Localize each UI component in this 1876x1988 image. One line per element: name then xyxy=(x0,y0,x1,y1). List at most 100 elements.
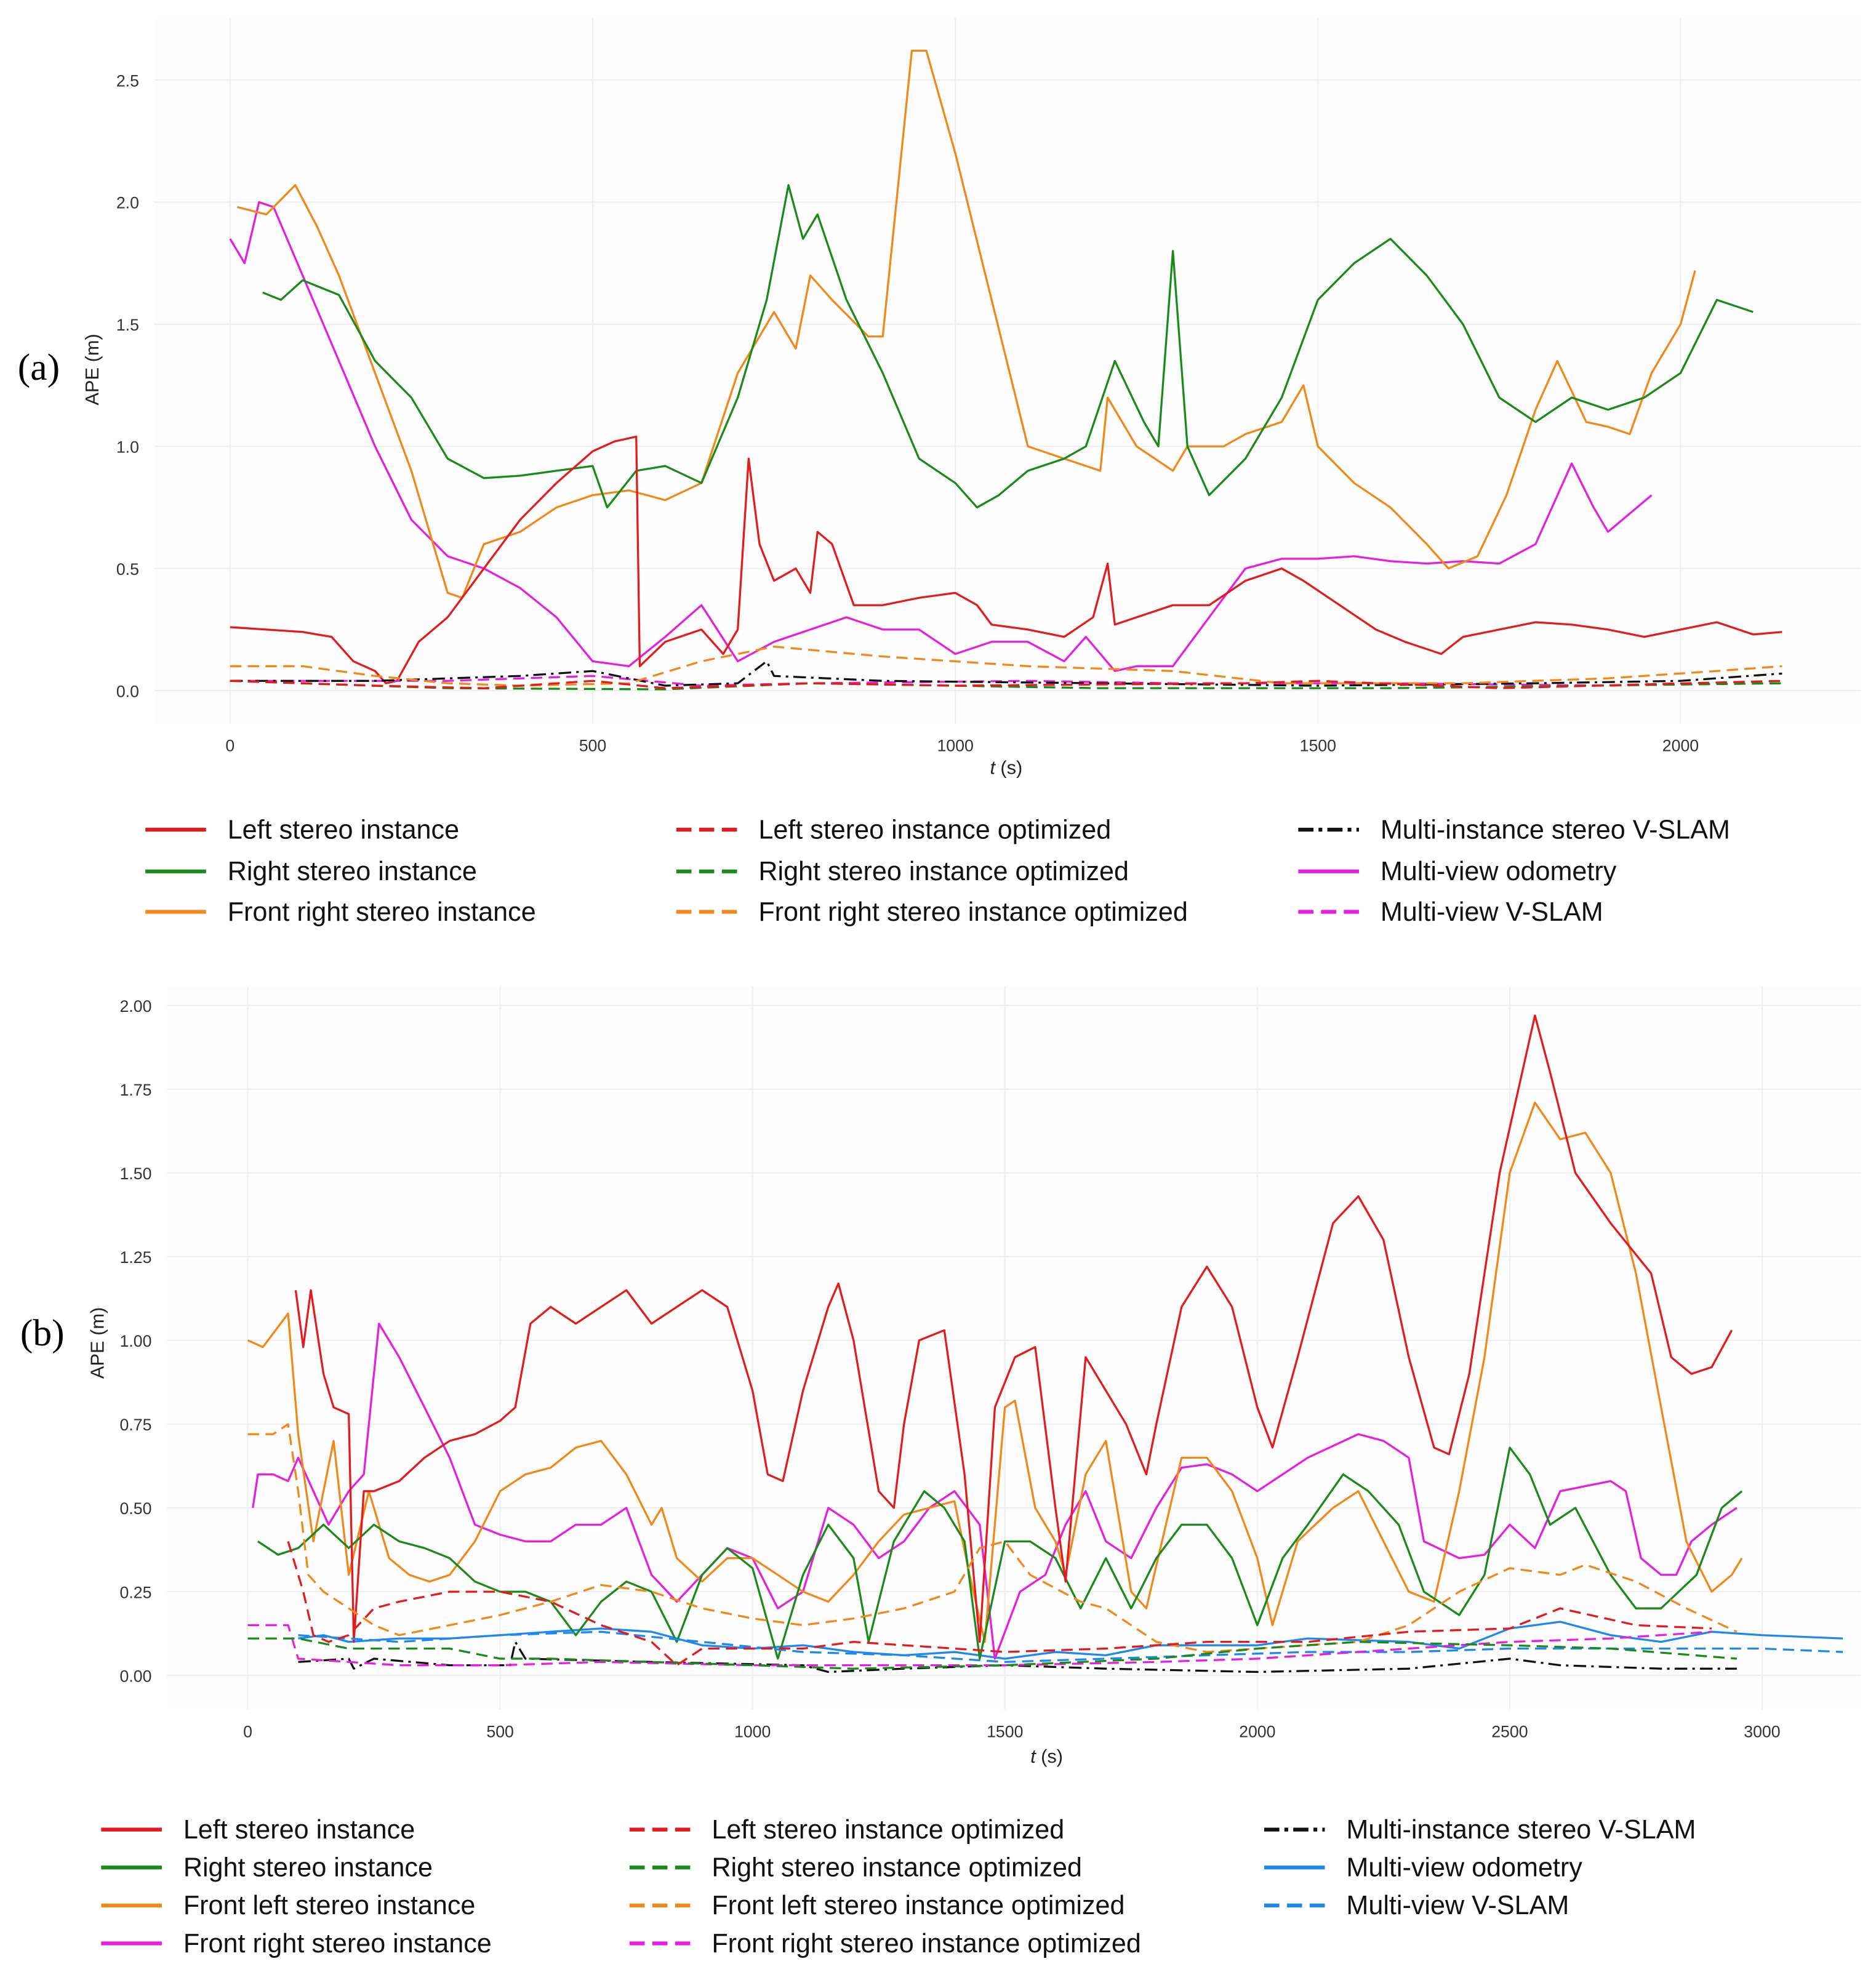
legend-item: Right stereo instance optimized xyxy=(629,1853,1082,1883)
legend-item: Front left stereo instance optimized xyxy=(629,1891,1125,1920)
legend-item: Front left stereo instance xyxy=(101,1891,475,1920)
x-axis-label: t (s) xyxy=(990,757,1023,779)
y-tick-label: 1.50 xyxy=(120,1164,152,1183)
legend-item: Multi-instance stereo V-SLAM xyxy=(1264,1815,1696,1845)
y-tick-label: 2.5 xyxy=(116,71,139,90)
legend-label: Left stereo instance optimized xyxy=(712,1815,1064,1845)
y-tick-label: 0.25 xyxy=(120,1583,152,1601)
y-axis-label: APE (m) xyxy=(86,1307,108,1379)
series-line-right-stereo-instance xyxy=(262,184,1754,509)
legend-item: Right stereo instance optimized xyxy=(676,857,1129,886)
chart-panel-1: 0 500 1000 1500 2000 0.0 0.5 1.0 1.5 2.0 2.5 (a) APE… xyxy=(18,18,1861,927)
legend-label: Front left stereo instance optimized xyxy=(712,1891,1124,1920)
legend-item: Front right stereo instance xyxy=(145,897,536,927)
plot-area xyxy=(167,986,1861,1710)
legend-label: Left stereo instance xyxy=(183,1815,415,1845)
x-tick-label: 1500 xyxy=(987,1723,1023,1741)
chart-panel-2: 0 500 1000 1500 2000 2500 3000 0.00 0.25 0.50 0.75… xyxy=(20,986,1861,1958)
legend-label: Front left stereo instance xyxy=(183,1891,476,1920)
legend-item: Right stereo instance xyxy=(145,857,477,886)
y-tick-label: 0.50 xyxy=(120,1499,152,1518)
x-axis-label-unit: (s) xyxy=(1041,1746,1063,1767)
y-tick-label: 1.5 xyxy=(116,316,139,334)
x-tick-label: 0 xyxy=(243,1723,252,1741)
series-line-front-right-stereo-instance-optimized xyxy=(247,1624,1712,1667)
legend-label: Multi-view V-SLAM xyxy=(1381,897,1603,927)
legend-label: Right stereo instance optimized xyxy=(712,1853,1082,1883)
series-line-front-right-stereo-instance xyxy=(237,49,1696,599)
series-line-multi-view-v-slam xyxy=(230,675,1681,687)
x-tick-label: 1000 xyxy=(937,737,973,755)
x-tick-label: 500 xyxy=(486,1723,514,1741)
series-line-right-stereo-instance-optimized xyxy=(247,1637,1737,1670)
panel-label: (b) xyxy=(20,1312,65,1354)
legend-label: Right stereo instance xyxy=(183,1853,433,1883)
legend-item: Multi-view V-SLAM xyxy=(1264,1891,1569,1920)
legend-item: Front right stereo instance optimized xyxy=(676,897,1188,927)
x-tick-label: 1000 xyxy=(734,1723,771,1741)
x-tick-label: 1500 xyxy=(1300,737,1336,755)
legend-item: Left stereo instance optimized xyxy=(629,1815,1064,1845)
panel-label: (a) xyxy=(18,347,60,388)
y-tick-label: 0.0 xyxy=(116,682,139,700)
y-tick-label: 2.00 xyxy=(120,997,152,1016)
x-axis-label-variable: t xyxy=(990,757,996,779)
legend-item: Right stereo instance xyxy=(101,1853,433,1883)
legend-label: Multi-instance stereo V-SLAM xyxy=(1381,815,1730,844)
legend-item: Left stereo instance xyxy=(145,815,459,844)
legend: Left stereo instance Right stereo instanc… xyxy=(101,1815,1696,1958)
series-line-right-stereo-instance xyxy=(257,1446,1743,1660)
legend: Left stereo instance Right stereo instanc… xyxy=(145,815,1730,927)
x-tick-label: 2500 xyxy=(1491,1723,1528,1741)
series-line-multi-instance-stereo-v-slam xyxy=(298,1640,1737,1673)
legend-label: Front right stereo instance optimized xyxy=(712,1929,1141,1958)
legend-label: Right stereo instance optimized xyxy=(758,857,1129,886)
series-line-front-right-stereo-instance xyxy=(252,1323,1738,1660)
y-tick-label: 0.00 xyxy=(120,1667,152,1685)
x-axis-label: t (s) xyxy=(1030,1746,1063,1767)
y-tick-label: 1.0 xyxy=(116,438,139,457)
legend-label: Right stereo instance xyxy=(228,857,477,886)
y-axis-label: APE (m) xyxy=(81,334,103,405)
legend-label: Front right stereo instance xyxy=(228,897,536,927)
legend-item: Multi-view V-SLAM xyxy=(1298,897,1603,927)
legend-label: Multi-instance stereo V-SLAM xyxy=(1346,1815,1696,1845)
x-tick-label: 0 xyxy=(225,737,235,755)
series-line-multi-view-odometry xyxy=(229,201,1653,672)
x-tick-label: 3000 xyxy=(1744,1723,1780,1741)
series-line-left-stereo-instance xyxy=(230,435,1782,684)
x-axis-label-unit: (s) xyxy=(1000,757,1022,779)
y-tick-label: 1.25 xyxy=(120,1248,152,1267)
x-tick-label: 2000 xyxy=(1239,1723,1275,1741)
y-tick-label: 0.75 xyxy=(120,1416,152,1434)
series-line-front-right-stereo-instance-optimized xyxy=(230,645,1782,687)
series-line-front-left-stereo-instance-optimized xyxy=(247,1423,1738,1653)
legend-label: Multi-view odometry xyxy=(1346,1853,1582,1883)
y-tick-label: 2.0 xyxy=(116,194,139,212)
legend-label: Left stereo instance optimized xyxy=(758,815,1111,844)
x-tick-label: 2000 xyxy=(1662,737,1699,755)
legend-item: Front right stereo instance xyxy=(101,1929,492,1958)
legend-item: Front right stereo instance optimized xyxy=(629,1929,1141,1958)
series-line-multi-view-v-slam xyxy=(298,1630,1843,1663)
series-line-left-stereo-instance-optimized xyxy=(230,679,1782,689)
legend-label: Multi-view V-SLAM xyxy=(1346,1891,1569,1920)
y-tick-label: 1.00 xyxy=(120,1332,152,1350)
legend-item: Multi-view odometry xyxy=(1298,857,1617,886)
legend-label: Multi-view odometry xyxy=(1381,857,1617,886)
legend-item: Multi-view odometry xyxy=(1264,1853,1582,1883)
legend-label: Front right stereo instance xyxy=(183,1929,492,1958)
y-tick-label: 1.75 xyxy=(120,1081,152,1099)
legend-item: Left stereo instance xyxy=(101,1815,415,1845)
legend-item: Left stereo instance optimized xyxy=(676,815,1111,844)
plot-area xyxy=(154,18,1861,724)
x-axis-label-variable: t xyxy=(1030,1746,1036,1767)
series-line-left-stereo-instance xyxy=(294,1014,1733,1643)
y-tick-label: 0.5 xyxy=(116,560,139,579)
legend-item: Multi-instance stereo V-SLAM xyxy=(1298,815,1730,844)
legend-label: Front right stereo instance optimized xyxy=(758,897,1188,927)
x-tick-label: 500 xyxy=(579,737,607,755)
legend-label: Left stereo instance xyxy=(228,815,459,844)
series-line-left-stereo-instance-optimized xyxy=(287,1541,1712,1667)
